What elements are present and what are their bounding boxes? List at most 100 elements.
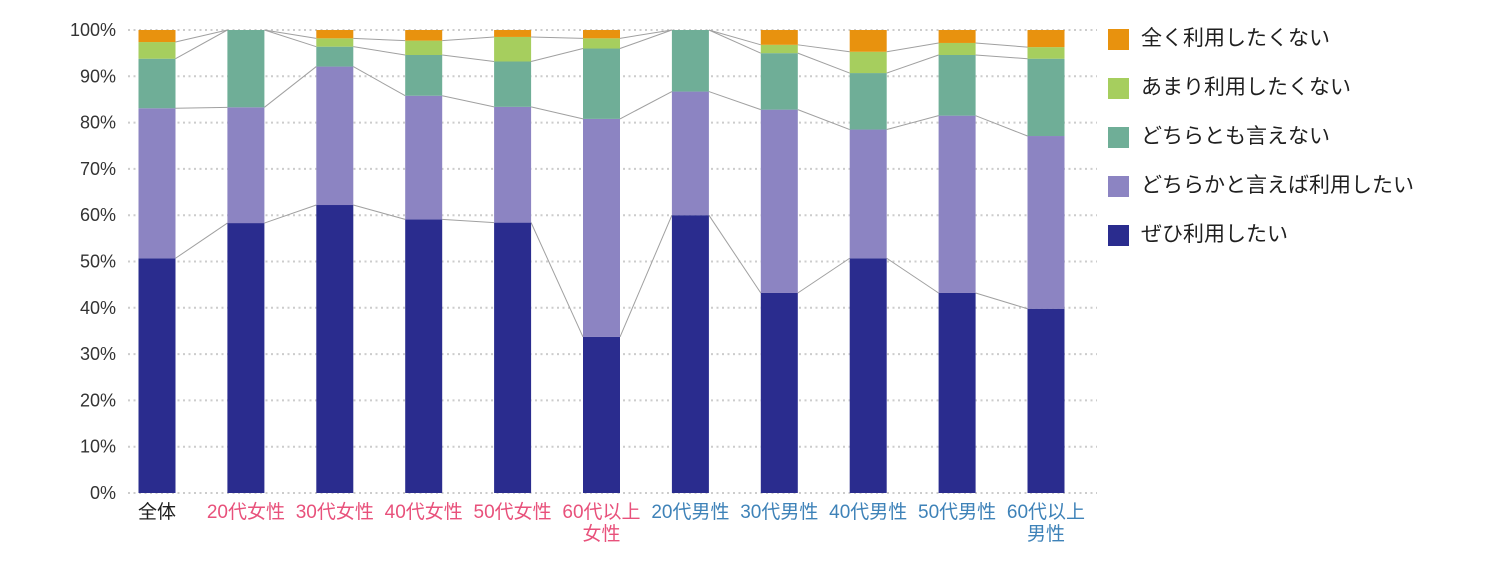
bar-segment: [583, 48, 620, 119]
connector-line: [530, 222, 584, 338]
legend-item: 全く利用したくない: [1108, 28, 1414, 50]
connector-line: [708, 29, 762, 54]
x-axis-category-label: 男性: [1027, 523, 1065, 545]
bar-segment: [1027, 58, 1065, 137]
legend-color-swatch-icon: [1108, 77, 1129, 99]
bar-segment: [760, 44, 798, 54]
bar-segment: [138, 258, 176, 493]
bar-segment: [1027, 308, 1065, 493]
bar-segment: [583, 38, 620, 49]
connector-line: [353, 204, 406, 220]
connector-line: [442, 54, 495, 62]
bar-segment: [760, 292, 798, 493]
x-axis-category-label: 全体: [138, 501, 176, 523]
connector-line: [175, 29, 228, 60]
y-axis-tick-label: 20%: [80, 390, 116, 410]
connector-line: [175, 222, 228, 259]
connector-line: [886, 115, 939, 131]
bar-segment: [316, 205, 354, 493]
connector-line: [530, 106, 584, 120]
y-axis-tick-label: 40%: [80, 298, 116, 318]
bar-segment: [849, 73, 887, 130]
legend-color-swatch-icon: [1108, 224, 1129, 246]
connector-line: [442, 36, 495, 42]
bar-segment: [938, 115, 976, 293]
bar-segment: [405, 40, 443, 56]
legend-item: あまり利用したくない: [1108, 77, 1414, 99]
bar-segment: [583, 118, 620, 337]
connector-line: [886, 257, 939, 294]
bar-segment: [1027, 30, 1065, 48]
connector-line: [708, 29, 761, 46]
y-axis-tick-label: 0%: [90, 483, 116, 503]
connector-line: [797, 52, 850, 74]
connector-line: [797, 44, 850, 53]
bar-segment: [849, 129, 887, 259]
bar-segment: [849, 51, 887, 74]
legend-color-swatch-icon: [1108, 175, 1129, 197]
bar-segment: [1027, 47, 1065, 59]
bar-segment: [760, 53, 798, 110]
bar-segment: [138, 108, 176, 259]
bar-segment: [316, 38, 354, 47]
bar-segment: [671, 215, 709, 493]
legend-item-label: 全く利用したくない: [1141, 27, 1330, 50]
connector-line: [708, 91, 761, 111]
bar-segment: [227, 30, 265, 108]
bar-segment: [227, 107, 265, 224]
legend-color-swatch-icon: [1108, 126, 1129, 148]
bar-segment: [1027, 136, 1065, 309]
y-axis-tick-label: 50%: [80, 252, 116, 272]
connector-line: [531, 36, 584, 39]
x-axis-category-label: 60代以上: [1007, 501, 1085, 523]
bar-segment: [494, 61, 532, 107]
bar-segment: [938, 42, 976, 56]
x-axis-category-label: 40代女性: [385, 501, 463, 523]
legend-color-swatch-icon: [1108, 28, 1129, 50]
y-axis-tick-label: 80%: [80, 113, 116, 133]
connector-line: [619, 91, 673, 120]
connector-line: [442, 95, 495, 108]
connector-line: [619, 29, 673, 49]
bar-segment: [849, 258, 887, 493]
connector-line: [264, 29, 317, 39]
bar-segment: [671, 30, 709, 92]
x-axis-category-label: 女性: [582, 523, 620, 545]
bar-segment: [583, 30, 620, 39]
bar-segment: [316, 66, 354, 206]
x-axis-category-label: 30代男性: [740, 501, 818, 523]
bar-segment: [760, 109, 798, 293]
bar-segment: [494, 222, 532, 493]
legend: 全く利用したくないあまり利用したくないどちらとも言えないどちらかと言えば利用した…: [1108, 28, 1414, 246]
x-axis-category-label: 50代女性: [474, 501, 552, 523]
x-axis-category-label: 30代女性: [296, 501, 374, 523]
x-axis-category-label: 20代女性: [207, 501, 285, 523]
connector-line: [175, 29, 228, 43]
connector-line: [797, 109, 850, 131]
x-axis-category-label: 40代男性: [829, 501, 907, 523]
bar-segment: [138, 30, 176, 43]
connector-line: [975, 292, 1028, 310]
bar-segment: [316, 46, 354, 67]
connector-line: [797, 257, 850, 294]
legend-item-label: どちらかと言えば利用したい: [1141, 174, 1414, 197]
connector-line: [442, 218, 495, 224]
bar-segment: [494, 30, 532, 37]
connector-line: [619, 215, 673, 338]
bar-segment: [405, 95, 443, 220]
bar-segment: [227, 223, 265, 494]
y-axis-tick-label: 10%: [80, 437, 116, 457]
legend-item-label: どちらとも言えない: [1141, 125, 1330, 148]
bar-segment: [316, 30, 354, 39]
bar-segment: [494, 106, 532, 223]
connector-line: [530, 48, 584, 62]
connector-line: [264, 29, 317, 48]
connector-line: [975, 54, 1028, 60]
x-axis-category-label: 20代男性: [651, 501, 729, 523]
bar-segment: [583, 336, 620, 493]
y-axis-tick-label: 30%: [80, 344, 116, 364]
legend-item: ぜひ利用したい: [1108, 224, 1414, 246]
bar-segment: [938, 55, 976, 116]
